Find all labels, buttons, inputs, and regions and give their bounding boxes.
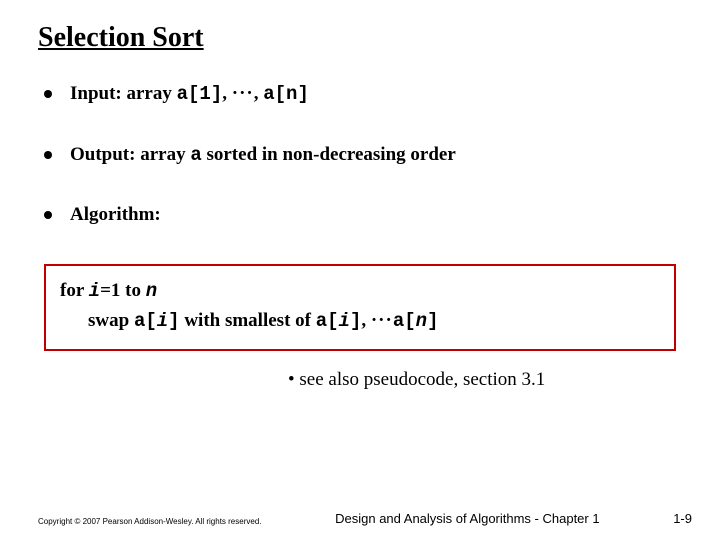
algo-eq1to: =1 to bbox=[100, 280, 146, 301]
algo-n: n bbox=[146, 280, 157, 302]
algo-close2: ] bbox=[350, 310, 361, 332]
algo-a-open2: a[ bbox=[316, 310, 339, 332]
algo-a-open3: a[ bbox=[393, 310, 416, 332]
bullet-algorithm: Algorithm: bbox=[44, 203, 682, 228]
algo-i1: i bbox=[157, 310, 168, 332]
bullet-input-text: Input: array a[1], ···, a[n] bbox=[70, 82, 309, 107]
page-number: 1-9 bbox=[673, 511, 692, 526]
bullet-output: Output: array a sorted in non-decreasing… bbox=[44, 143, 682, 168]
see-also-note: • see also pseudocode, section 3.1 bbox=[38, 369, 682, 391]
slide: Selection Sort Input: array a[1], ···, a… bbox=[0, 0, 720, 391]
bullet-output-text: Output: array a sorted in non-decreasing… bbox=[70, 143, 456, 168]
algo-close1: ] bbox=[168, 310, 179, 332]
algo-sep: , bbox=[361, 310, 371, 331]
input-sep1: , bbox=[222, 83, 232, 104]
bullet-input: Input: array a[1], ···, a[n] bbox=[44, 82, 682, 107]
bullet-dot-icon bbox=[44, 151, 52, 159]
algo-line-1: for i=1 to n bbox=[60, 276, 660, 306]
input-ellipsis: ··· bbox=[232, 83, 254, 104]
algo-swap: swap bbox=[88, 310, 134, 331]
chapter-text: Design and Analysis of Algorithms - Chap… bbox=[262, 511, 674, 526]
algo-with: with smallest of bbox=[180, 310, 316, 331]
algo-ellipsis: ··· bbox=[371, 310, 393, 331]
input-prefix: Input: array bbox=[70, 83, 177, 104]
algo-i: i bbox=[89, 280, 100, 302]
input-an: a[n] bbox=[263, 83, 309, 105]
algo-a-open1: a[ bbox=[134, 310, 157, 332]
footer: Copyright © 2007 Pearson Addison-Wesley.… bbox=[0, 511, 720, 526]
input-sep2: , bbox=[254, 83, 264, 104]
bullet-list: Input: array a[1], ···, a[n] Output: arr… bbox=[38, 82, 682, 228]
output-prefix: Output: array bbox=[70, 144, 190, 165]
bullet-dot-icon bbox=[44, 90, 52, 98]
algo-n2: n bbox=[416, 310, 427, 332]
algo-i2: i bbox=[339, 310, 350, 332]
algo-for: for bbox=[60, 280, 89, 301]
algo-close3: ] bbox=[427, 310, 438, 332]
algorithm-label: Algorithm: bbox=[70, 203, 161, 228]
output-a: a bbox=[190, 144, 201, 166]
algo-line-2: swap a[i] with smallest of a[i], ···a[n] bbox=[60, 306, 660, 336]
output-suffix: sorted in non-decreasing order bbox=[202, 144, 456, 165]
slide-title: Selection Sort bbox=[38, 22, 682, 54]
copyright-text: Copyright © 2007 Pearson Addison-Wesley.… bbox=[38, 517, 262, 526]
bullet-dot-icon bbox=[44, 211, 52, 219]
input-a1: a[1] bbox=[177, 83, 223, 105]
algorithm-box: for i=1 to n swap a[i] with smallest of … bbox=[44, 264, 676, 351]
